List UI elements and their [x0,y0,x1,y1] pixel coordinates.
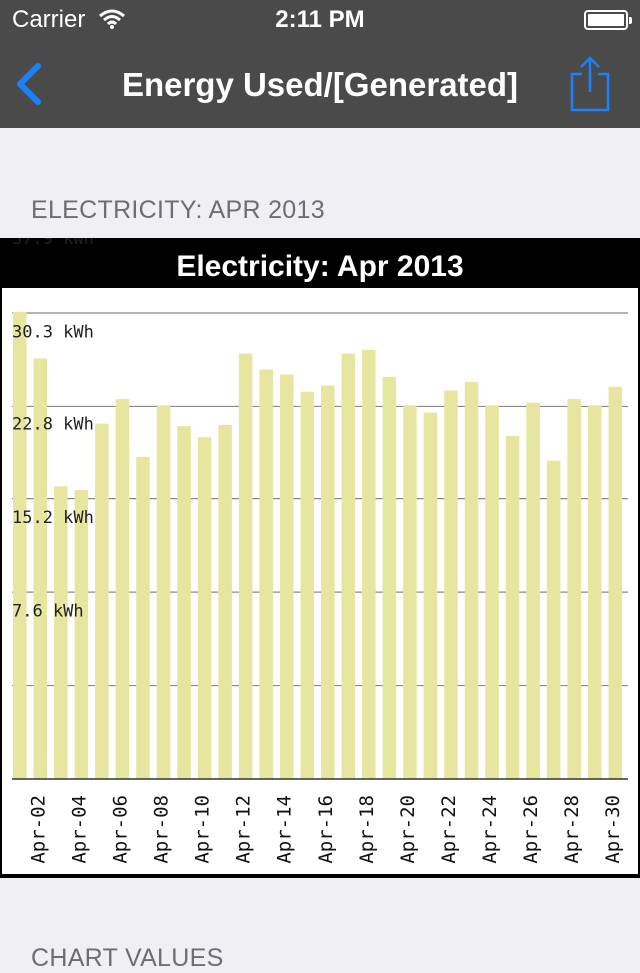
chart-bar [259,369,273,779]
chart-bar [238,353,253,779]
y-tick-label: 22.8 kWh [12,415,94,435]
y-tick-label: 15.2 kWh [12,508,94,528]
chart-values-header: CHART VALUES [31,944,224,972]
page-title: Energy Used/[Generated] [121,66,519,103]
x-tick-label: Apr-16 [315,795,337,864]
x-tick-label: Apr-26 [520,795,542,864]
x-tick-label: Apr-04 [68,795,90,864]
x-tick-label: Apr-02 [27,795,49,864]
chart-bar [362,349,376,779]
chart-bar [526,402,540,779]
wifi-icon [99,9,125,29]
chart-bar [403,405,417,779]
chart-bar [341,353,356,779]
share-button[interactable] [562,52,618,116]
x-tick-label: Apr-06 [109,795,131,864]
back-button[interactable] [10,58,54,110]
chart-bar [156,405,171,779]
battery-icon [584,10,632,30]
carrier-label: Carrier [12,6,86,33]
chart-bar [382,376,397,779]
x-tick-label: Apr-28 [561,795,583,864]
x-tick-label: Apr-22 [438,795,460,864]
x-tick-label: Apr-18 [356,795,378,864]
status-bar: Carrier 2:11 PM [0,0,640,40]
section-header: ELECTRICITY: APR 2013 [31,196,325,224]
x-tick-label: Apr-10 [192,795,214,864]
chart-bar [505,435,520,779]
chart-bar [218,424,232,779]
chart-bar [177,426,191,779]
x-tick-label: Apr-08 [151,795,173,864]
chevron-left-icon [17,63,41,105]
chart-bar [567,399,581,779]
chart-bar [608,386,623,779]
chart-title: Electricity: Apr 2013 [176,250,464,283]
chart-bar [321,385,335,779]
chart-bar [33,358,48,779]
status-time: 2:11 PM [275,6,365,33]
x-tick-label: Apr-24 [479,795,501,864]
x-tick-label: Apr-20 [397,795,419,864]
y-tick-label: 30.3 kWh [12,322,94,342]
chart-bar [13,311,27,779]
chart-bar [464,381,479,779]
chart-container: 7.6 kWh 15.2 kWh 22.8 kWh 30.3 kWh 37.9 kWh A… [0,238,640,878]
chart-bar [423,412,438,779]
chart-bar [74,490,89,779]
x-tick-label: Apr-12 [233,795,255,864]
navigation-bar: Energy Used/[Generated] [0,40,640,128]
chart-bar [54,486,68,779]
bar-chart: 7.6 kWh 15.2 kWh 22.8 kWh 30.3 kWh 37.9 kWh A… [2,238,638,874]
chart-bar [279,374,294,779]
chart-bar [546,460,561,779]
chart-bar [136,456,150,779]
chart-bar [197,437,212,779]
chart-bar [587,405,602,779]
chart-bar [300,391,315,779]
x-tick-label: Apr-14 [274,795,296,864]
chart-bar [485,405,499,779]
share-icon [570,56,610,112]
chart-bar [444,390,458,779]
y-tick-label: 7.6 kWh [12,602,84,622]
chart-bar [95,423,109,779]
x-tick-label: Apr-30 [602,795,624,864]
y-tick-label: 37.9 kWh [12,238,94,249]
chart-bar [115,399,130,779]
